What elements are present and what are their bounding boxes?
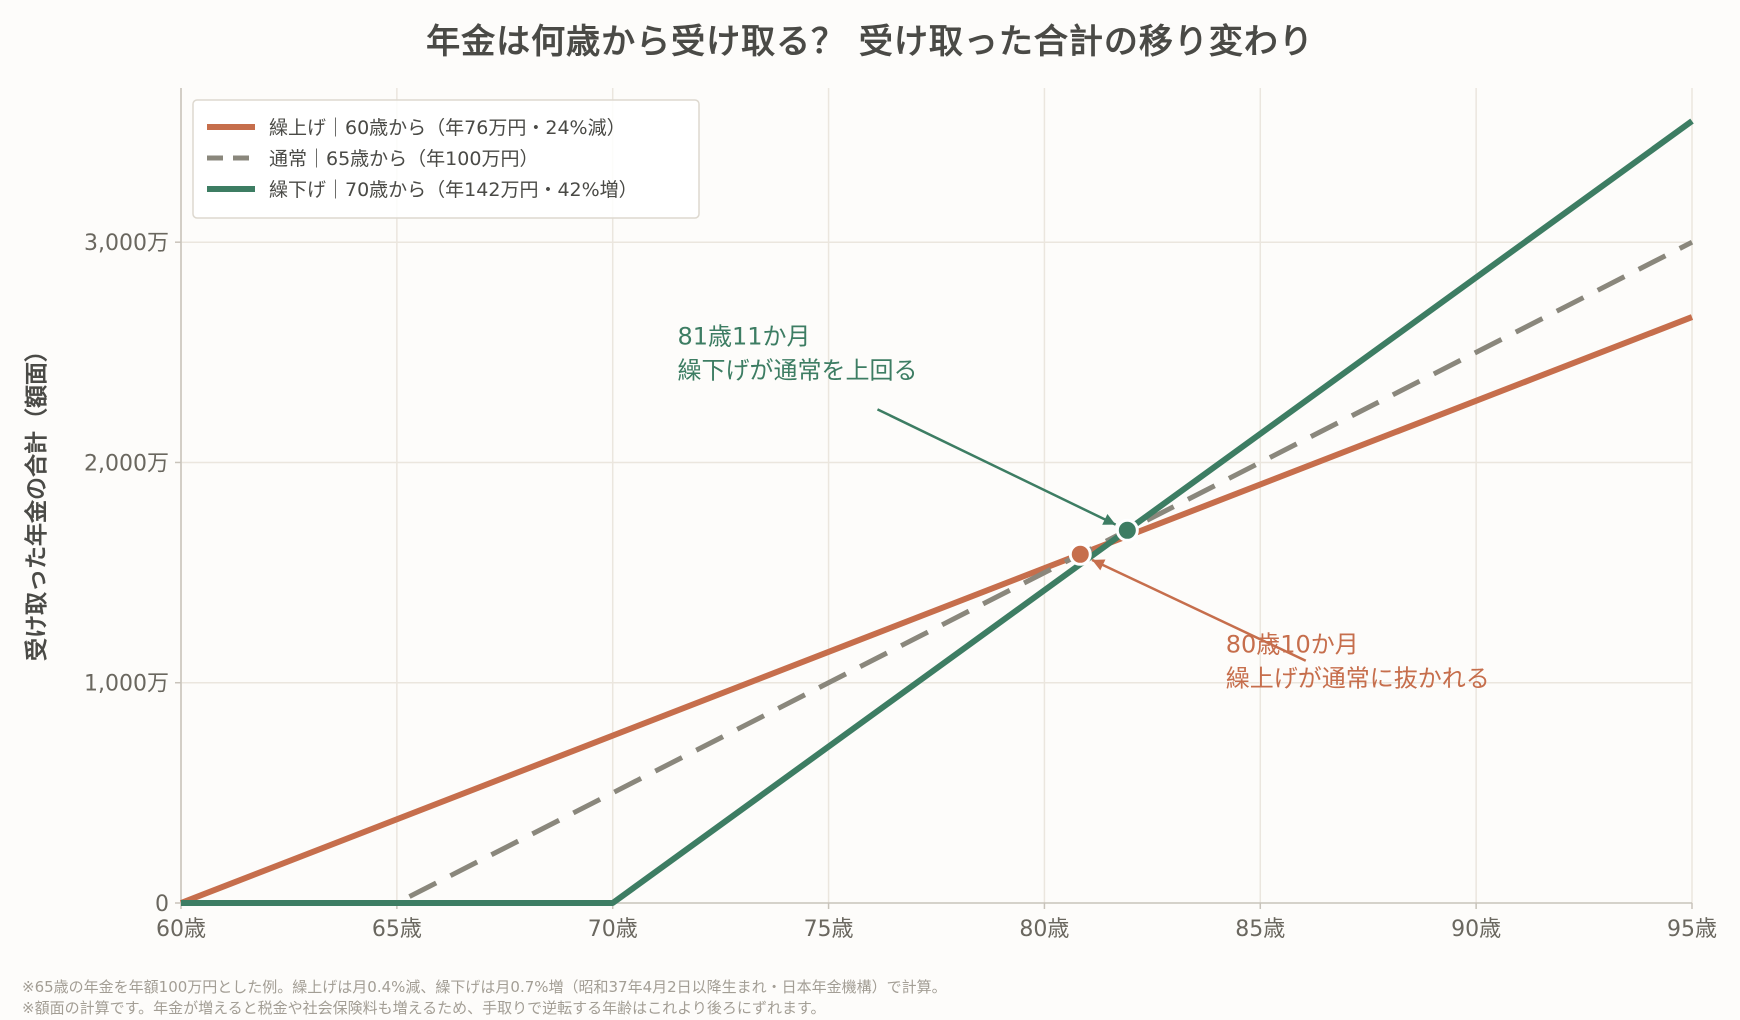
x-tick-label: 65歳	[372, 917, 422, 942]
annotation-arrow-kurisage	[876, 408, 1117, 526]
legend: 繰上げ｜60歳から（年76万円・24%減） 通常｜65歳から（年100万円） 繰下げ…	[192, 99, 700, 219]
annotation-arrowhead-kuriage	[1092, 559, 1106, 571]
axes: 60歳 65歳 70歳 75歳 80歳 85歳 90歳 95歳 0 1,000万 2,000万 3,0…	[84, 88, 1717, 942]
legend-label-1: 通常｜65歳から（年100万円）	[269, 148, 538, 170]
x-tick-label: 75歳	[804, 917, 854, 942]
series-lines	[179, 118, 1694, 906]
x-tick-label: 95歳	[1667, 917, 1717, 942]
x-tick-label: 90歳	[1451, 917, 1501, 942]
y-tick-label: 0	[155, 892, 169, 917]
y-tick-label: 1,000万	[84, 672, 169, 697]
x-tick-label: 70歳	[588, 917, 638, 942]
legend-label-0: 繰上げ｜60歳から（年76万円・24%減）	[269, 117, 626, 139]
chart-title: 年金は何歳から受け取る？ 受け取った合計の移り変わり	[426, 22, 1314, 62]
annotation-text-line1-kurisage: 81歳11か月	[677, 322, 810, 350]
series-line-1	[181, 239, 1694, 906]
y-axis-label: 受け取った年金の合計（額面）	[23, 339, 50, 661]
x-tick-label: 85歳	[1235, 917, 1285, 942]
y-tick-label: 3,000万	[84, 231, 169, 256]
annotation-arrow-kuriage	[1091, 558, 1307, 662]
footnote-2: ※額面の計算です。年金が増えると税金や社会保険料も増えるため、手取りで逆転する年…	[22, 999, 826, 1017]
annotation-text-line2-kurisage: 繰下げが通常を上回る	[677, 356, 917, 384]
grid-lines	[180, 88, 1693, 903]
legend-label-2: 繰下げ｜70歳から（年142万円・42%増）	[269, 179, 638, 201]
y-tick-label: 2,000万	[84, 451, 169, 476]
x-tick-label: 60歳	[156, 917, 206, 942]
x-tick-label: 80歳	[1019, 917, 1069, 942]
crossover-point-kuriage	[1068, 542, 1092, 566]
annotation-text-line2-kuriage: 繰上げが通常に抜かれる	[1226, 665, 1490, 693]
annotation-arrowhead-kurisage	[1102, 514, 1116, 525]
footnote-1: ※65歳の年金を年額100万円とした例。繰上げは月0.4%減、繰下げは月0.7%…	[22, 978, 947, 996]
legend-box	[192, 99, 700, 219]
annotation-text-line1-kuriage: 80歳10か月	[1226, 631, 1359, 659]
series-line-0	[179, 314, 1694, 906]
series-line-2	[181, 118, 1694, 906]
crossover-point-kurisage	[1115, 518, 1139, 542]
